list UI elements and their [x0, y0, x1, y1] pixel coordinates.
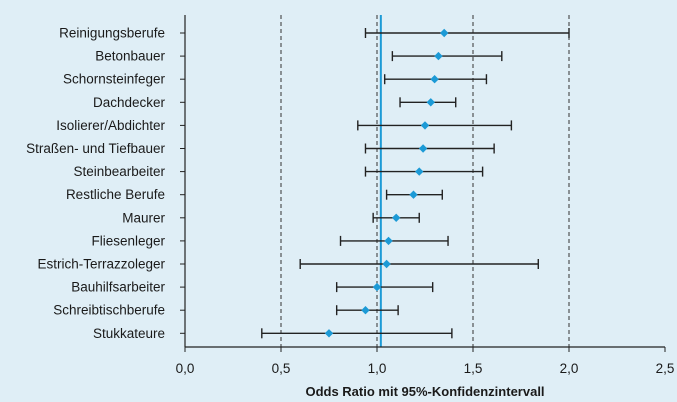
error-bar — [391, 51, 503, 62]
category-label: Maurer — [122, 210, 165, 225]
category-label: Stukkateure — [93, 326, 165, 341]
category-label: Restliche Berufe — [66, 187, 165, 202]
error-bar — [261, 328, 453, 339]
estimate-marker — [372, 282, 382, 292]
error-bar — [364, 143, 495, 154]
estimate-marker — [384, 236, 393, 246]
estimate-markers — [324, 28, 449, 338]
x-tick-label: 1,5 — [464, 361, 483, 376]
estimate-marker — [382, 259, 391, 269]
axes — [180, 15, 665, 348]
category-label: Bauhilfsarbeiter — [71, 280, 165, 295]
x-tick-label: 0,5 — [272, 361, 291, 376]
category-label: Schornsteinfeger — [63, 72, 166, 87]
estimate-marker — [392, 213, 401, 222]
x-tick-label: 2,5 — [656, 361, 675, 376]
error-bar — [364, 28, 570, 38]
category-label: Estrich-Terrazzoleger — [37, 257, 165, 272]
estimate-marker — [415, 167, 424, 176]
error-bars — [261, 28, 570, 339]
estimate-marker — [440, 28, 449, 38]
category-label: Reinigungsberufe — [59, 26, 165, 41]
error-bar — [339, 235, 449, 246]
category-label: Betonbauer — [95, 49, 165, 64]
error-bar — [357, 120, 513, 131]
category-label: Steinbearbeiter — [73, 164, 165, 179]
estimate-marker — [434, 51, 443, 61]
estimate-marker — [409, 190, 418, 199]
category-label: Dachdecker — [93, 95, 166, 110]
estimate-marker — [418, 144, 428, 153]
x-tick-label: 0,0 — [176, 361, 195, 376]
error-bar — [299, 259, 539, 269]
category-label: Fliesenleger — [91, 233, 165, 248]
reference-lines — [280, 15, 570, 347]
x-axis-ticks: 0,0 0,5 1,0 1,5 2,0 2,5 — [176, 347, 675, 376]
estimate-marker — [430, 75, 439, 84]
category-label: Isolierer/Abdichter — [56, 118, 165, 133]
x-tick-label: 1,0 — [368, 361, 387, 376]
x-axis-title: Odds Ratio mit 95%-Konfidenzintervall — [305, 384, 544, 399]
category-label: Straßen- und Tiefbauer — [26, 141, 165, 156]
error-bar — [335, 282, 434, 293]
estimate-marker — [426, 98, 435, 107]
estimate-marker — [324, 329, 334, 338]
category-labels: Reinigungsberufe Betonbauer Schornsteinfeg… — [26, 26, 165, 341]
x-tick-label: 2,0 — [560, 361, 579, 376]
category-label: Schreibtischberufe — [53, 303, 165, 318]
estimate-marker — [420, 121, 430, 130]
error-bar — [364, 166, 484, 177]
estimate-marker — [361, 306, 370, 315]
